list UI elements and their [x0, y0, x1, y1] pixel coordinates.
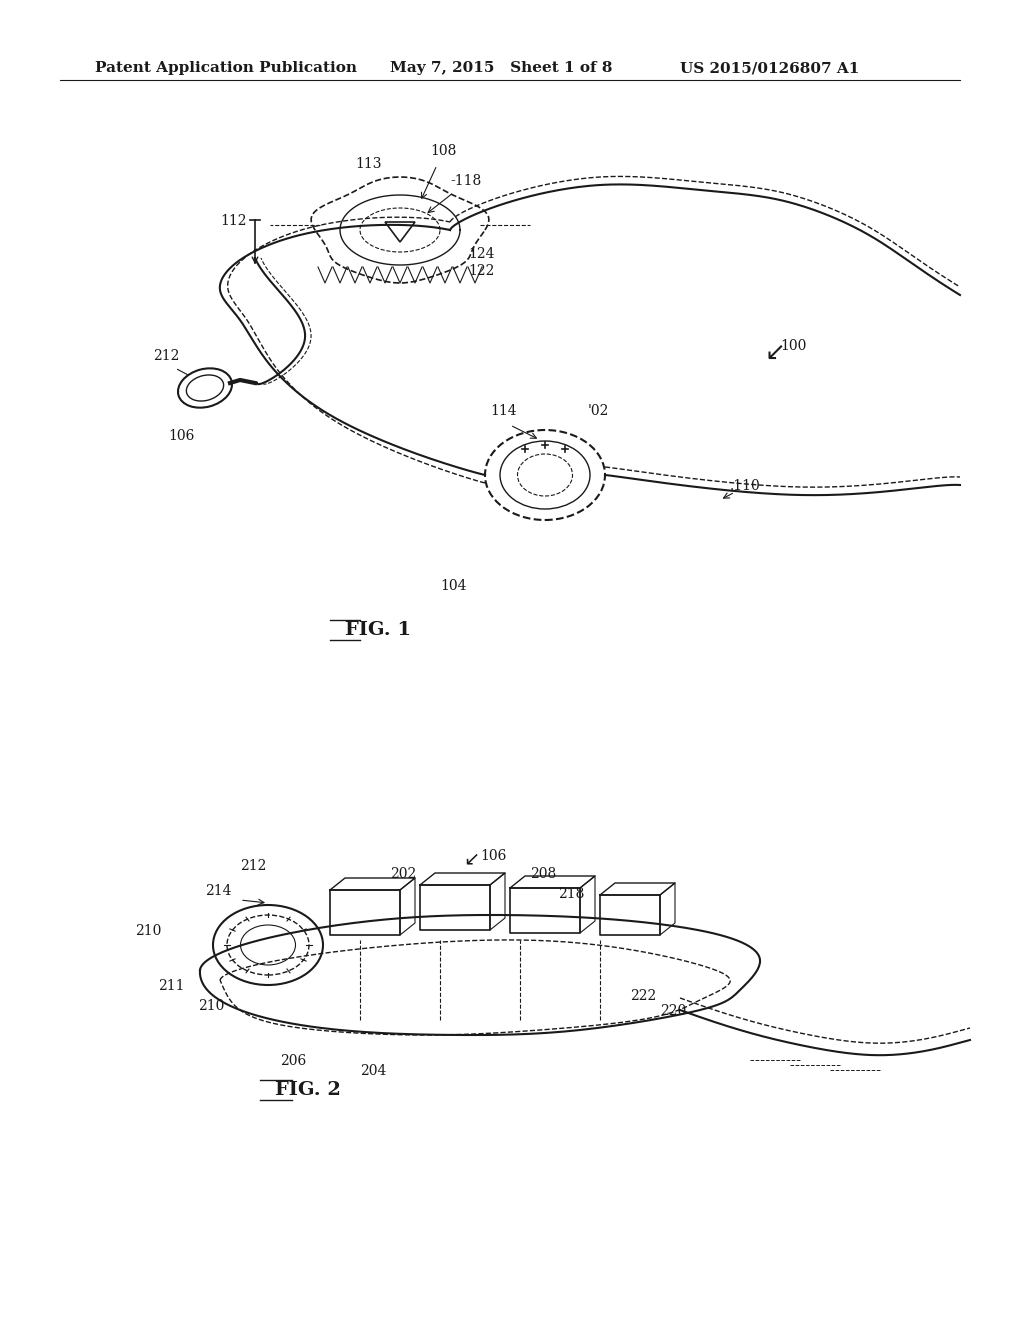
Text: 212: 212: [153, 348, 179, 363]
Text: 114: 114: [489, 404, 516, 418]
Text: US 2015/0126807 A1: US 2015/0126807 A1: [680, 61, 859, 75]
Text: 100: 100: [780, 339, 806, 352]
Text: $\swarrow$: $\swarrow$: [759, 341, 784, 366]
Text: 218: 218: [557, 887, 584, 902]
Text: 106: 106: [480, 849, 505, 863]
Text: 106: 106: [168, 429, 195, 444]
Text: FIG. 1: FIG. 1: [344, 620, 411, 639]
Text: 211: 211: [158, 979, 184, 993]
Text: 104: 104: [439, 579, 466, 593]
Text: 108: 108: [430, 144, 455, 158]
Text: -118: -118: [449, 174, 481, 187]
Text: 206: 206: [280, 1053, 306, 1068]
Text: 220: 220: [659, 1005, 686, 1018]
Text: 214: 214: [205, 884, 231, 898]
Text: '02: '02: [587, 404, 608, 418]
Text: FIG. 2: FIG. 2: [275, 1081, 340, 1100]
Text: May 7, 2015   Sheet 1 of 8: May 7, 2015 Sheet 1 of 8: [389, 61, 611, 75]
Text: 210: 210: [135, 924, 161, 939]
Text: 113: 113: [355, 157, 381, 172]
Text: 210: 210: [198, 999, 224, 1012]
Text: 208: 208: [530, 867, 555, 880]
Text: 112: 112: [220, 214, 247, 228]
Text: 124: 124: [468, 247, 494, 261]
Text: $\swarrow$: $\swarrow$: [460, 850, 479, 869]
Text: 204: 204: [360, 1064, 386, 1078]
Text: 222: 222: [630, 989, 655, 1003]
Text: 202: 202: [389, 867, 416, 880]
Text: Patent Application Publication: Patent Application Publication: [95, 61, 357, 75]
Text: .110: .110: [730, 479, 760, 492]
Text: 122: 122: [468, 264, 494, 279]
Text: 212: 212: [239, 859, 266, 873]
